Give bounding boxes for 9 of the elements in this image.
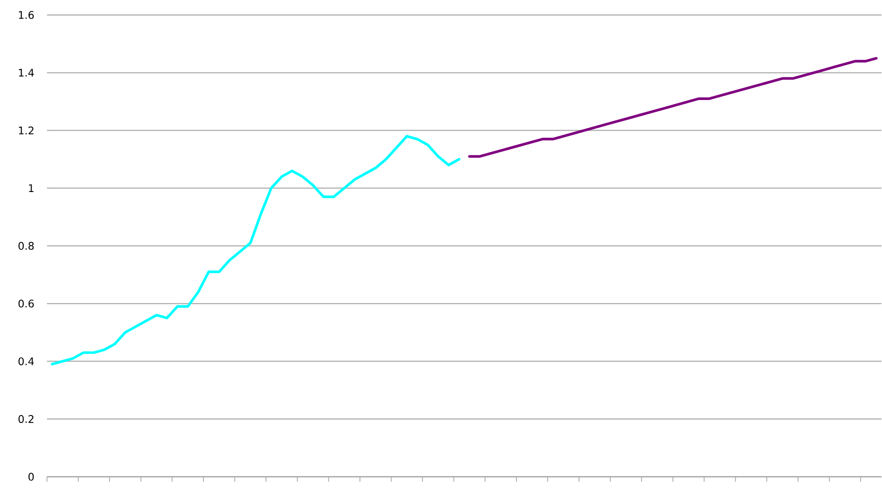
y-tick-label: 1.2 [18,126,34,135]
y-tick-label: 1.4 [18,69,34,77]
y-tick-label: 0.6 [18,300,34,308]
y-tick-label: 1 [28,184,34,192]
y-tick-label: 0.2 [18,415,34,424]
y-tick-label: 0.4 [18,358,34,366]
y-tick-label: 0 [28,472,34,481]
y-tick-label: 1.6 [18,11,34,20]
y-tick-label: 0.8 [18,242,34,250]
